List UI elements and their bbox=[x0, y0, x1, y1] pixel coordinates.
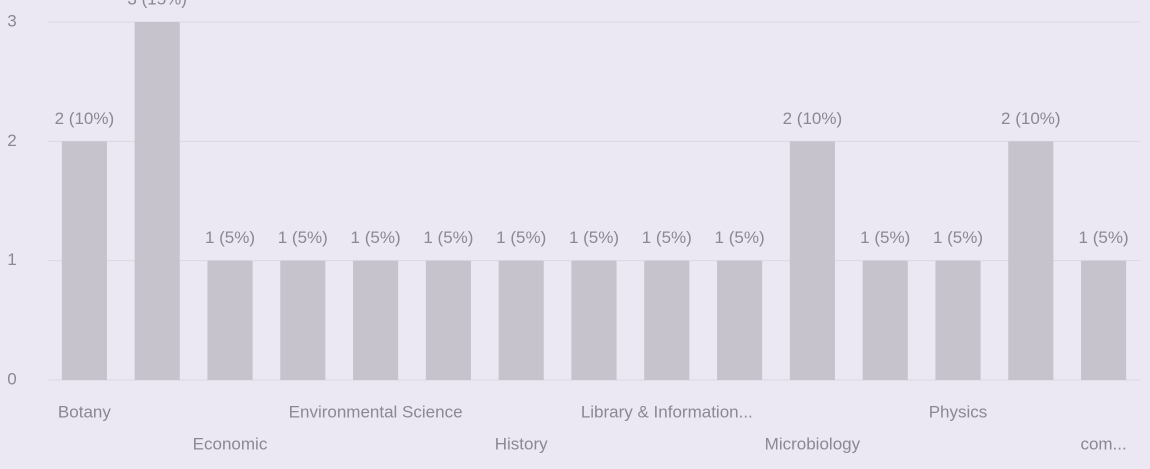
x-tick-label: History bbox=[495, 434, 548, 453]
bar bbox=[280, 260, 326, 380]
value-label: 2 (10%) bbox=[55, 109, 115, 128]
bar bbox=[61, 141, 107, 380]
x-tick-label: Library & Information... bbox=[581, 402, 753, 421]
bar bbox=[498, 260, 544, 380]
bar bbox=[644, 260, 690, 380]
value-label: 1 (5%) bbox=[423, 228, 473, 247]
value-label: 1 (5%) bbox=[1079, 228, 1129, 247]
bar bbox=[425, 260, 471, 380]
y-tick-label: 1 bbox=[7, 250, 16, 269]
value-label: 1 (5%) bbox=[715, 228, 765, 247]
x-tick-label: Physics bbox=[929, 402, 988, 421]
y-tick-label: 3 bbox=[7, 11, 16, 30]
value-label: 1 (5%) bbox=[642, 228, 692, 247]
y-tick-label: 0 bbox=[7, 369, 16, 388]
value-label: 1 (5%) bbox=[569, 228, 619, 247]
bar bbox=[935, 260, 981, 380]
value-label: 3 (15%) bbox=[127, 0, 187, 8]
value-label: 2 (10%) bbox=[783, 109, 843, 128]
value-label: 2 (10%) bbox=[1001, 109, 1061, 128]
bar bbox=[789, 141, 835, 380]
bar bbox=[571, 260, 617, 380]
bar bbox=[1081, 260, 1127, 380]
value-label: 1 (5%) bbox=[496, 228, 546, 247]
value-label: 1 (5%) bbox=[205, 228, 255, 247]
value-label: 1 (5%) bbox=[860, 228, 910, 247]
bar bbox=[862, 260, 908, 380]
bar bbox=[353, 260, 399, 380]
x-tick-label: Economic bbox=[193, 434, 268, 453]
bar bbox=[717, 260, 763, 380]
value-label: 1 (5%) bbox=[278, 228, 328, 247]
bar bbox=[1008, 141, 1054, 380]
bar bbox=[134, 22, 180, 380]
x-tick-label: Microbiology bbox=[765, 434, 861, 453]
y-tick-label: 2 bbox=[7, 131, 16, 150]
x-tick-label: com... bbox=[1080, 434, 1126, 453]
value-label: 1 (5%) bbox=[933, 228, 983, 247]
bar bbox=[207, 260, 253, 380]
value-label: 1 (5%) bbox=[351, 228, 401, 247]
x-tick-label: Botany bbox=[58, 402, 111, 421]
x-tick-label: Environmental Science bbox=[289, 402, 463, 421]
